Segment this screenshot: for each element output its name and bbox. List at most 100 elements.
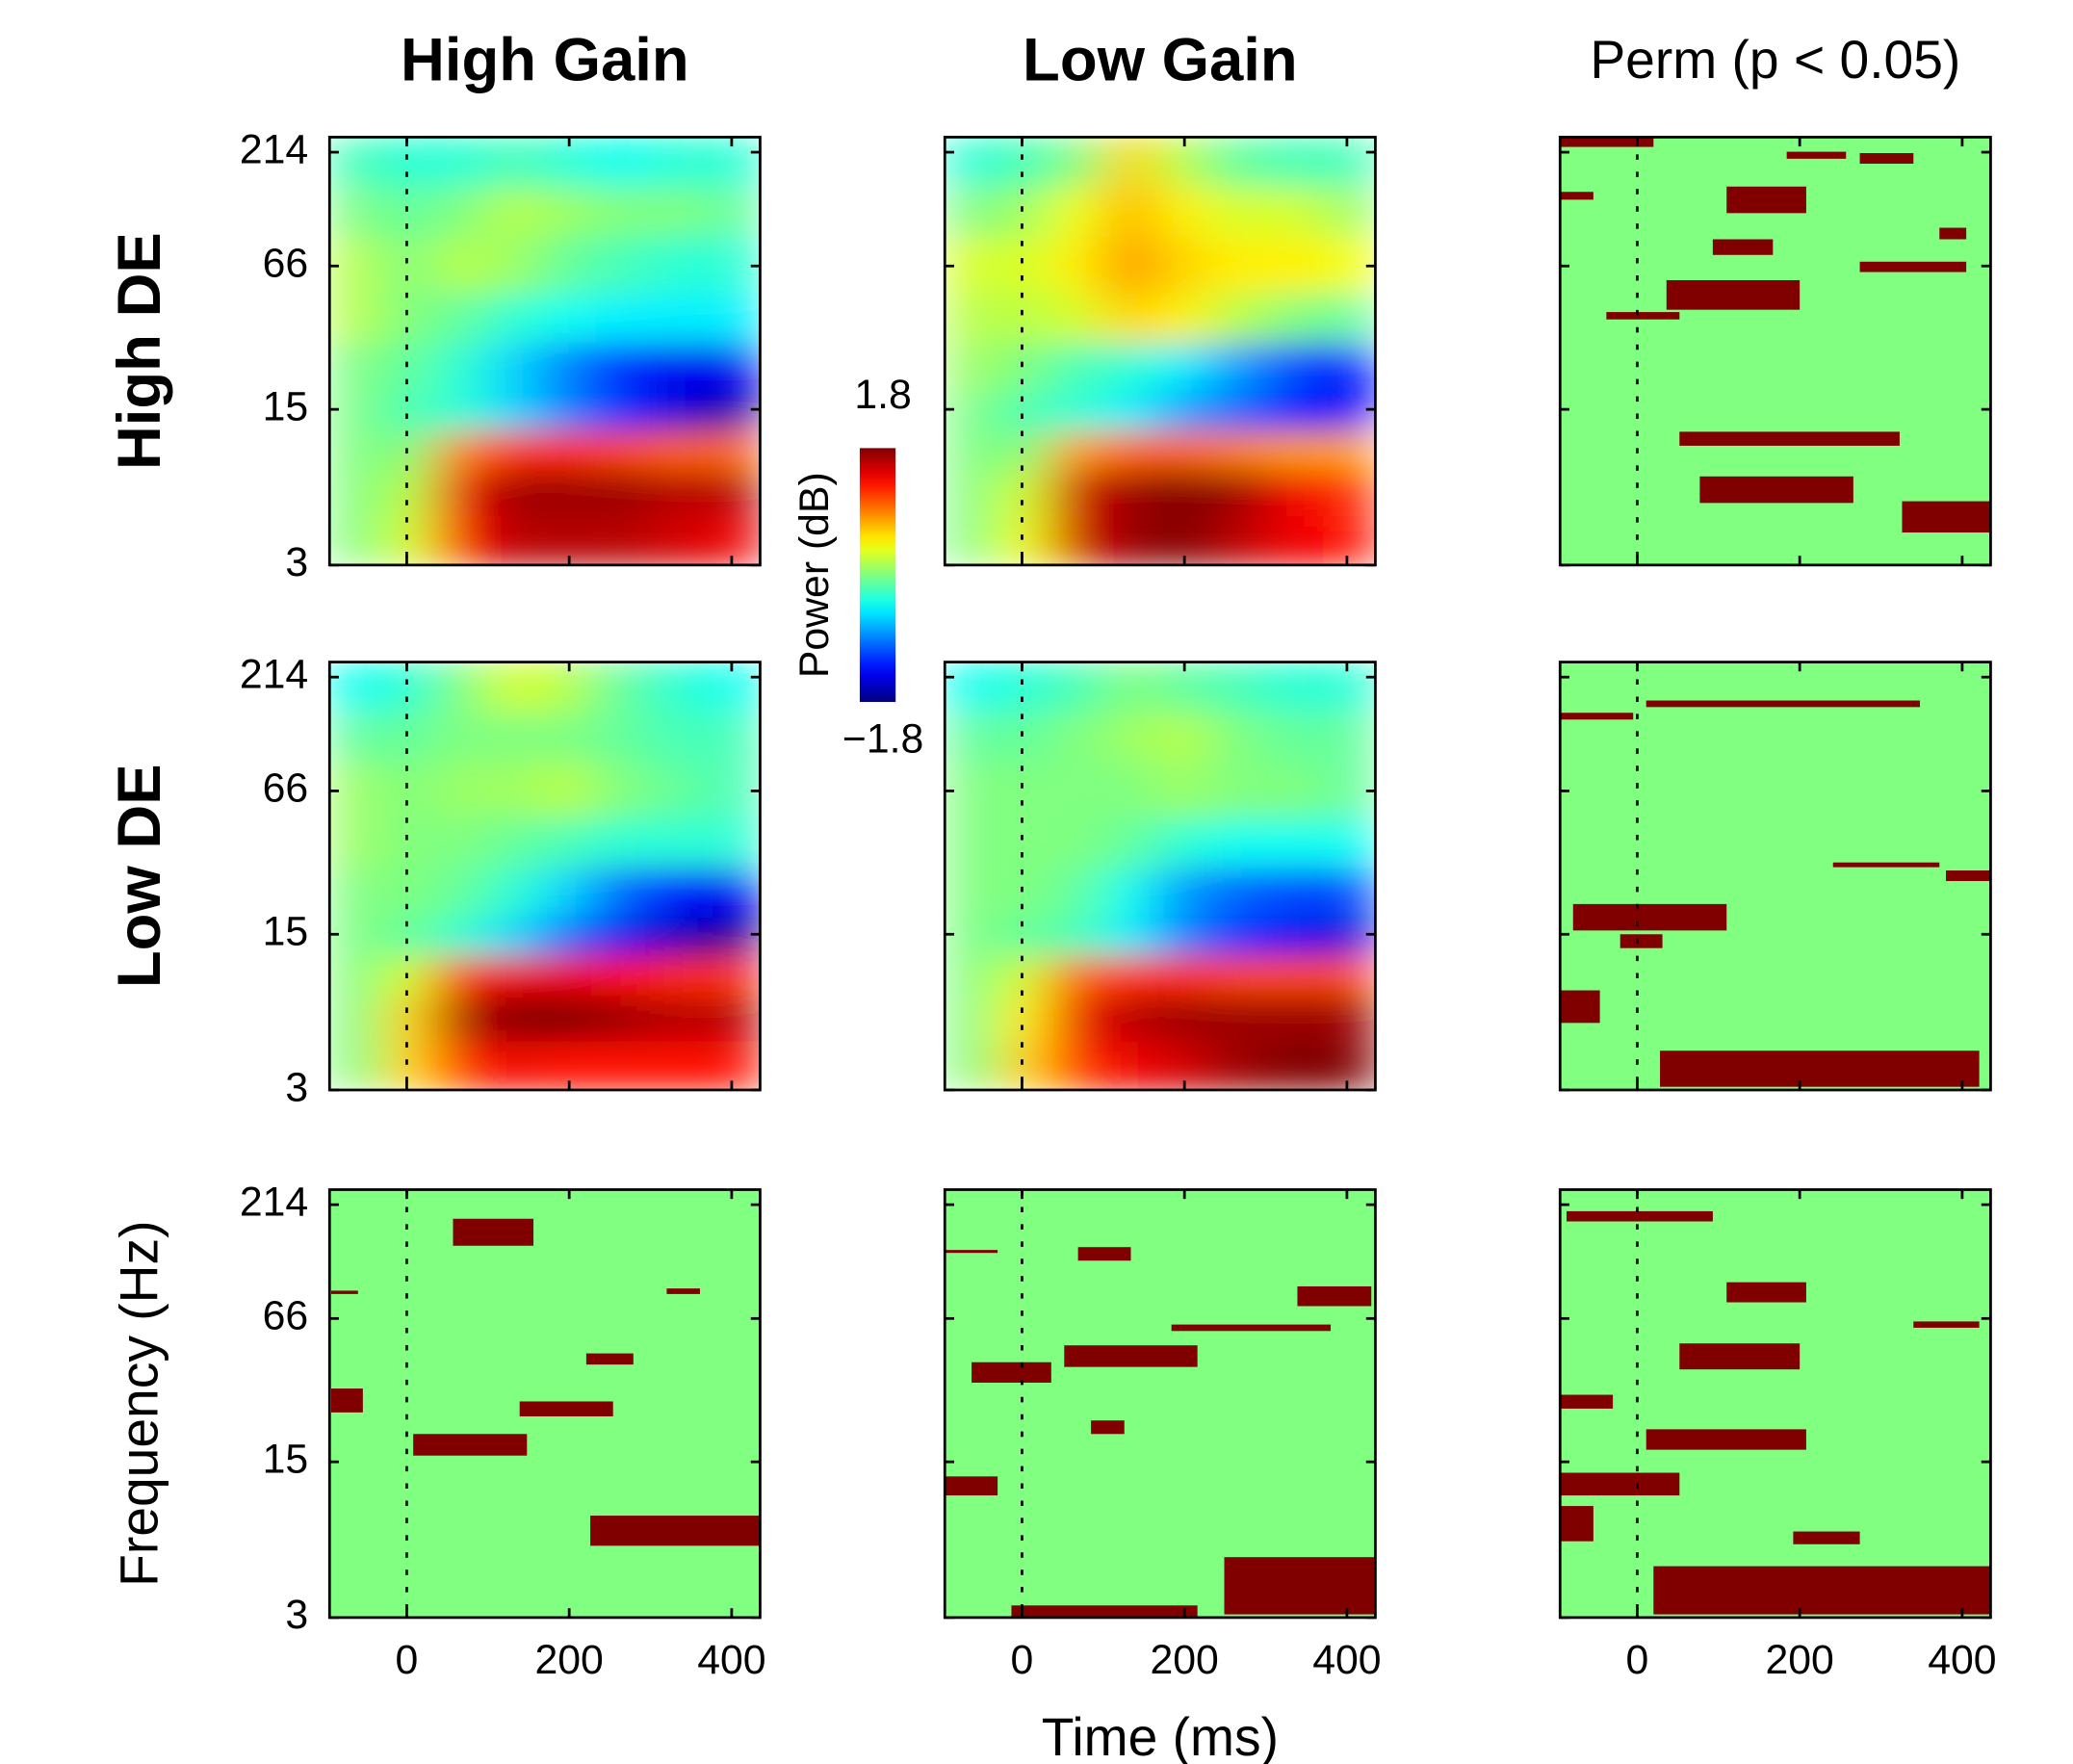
heat-cell xyxy=(539,760,595,818)
heat-cell xyxy=(539,817,595,869)
significant-cluster xyxy=(1091,1420,1125,1435)
heat-cell xyxy=(649,994,709,1042)
heat-cell xyxy=(381,1039,436,1090)
heat-cell xyxy=(381,866,436,918)
heat-cell xyxy=(487,1039,542,1090)
heat-cell xyxy=(945,429,998,471)
heat-cell xyxy=(1154,469,1210,517)
heat-cell xyxy=(434,817,489,869)
heat-cell xyxy=(381,137,436,188)
mask-background xyxy=(1560,662,1991,1090)
heat-cell xyxy=(1321,711,1376,762)
heat-cell xyxy=(1049,955,1104,997)
heat-cell xyxy=(434,760,489,818)
heat-cell xyxy=(381,662,436,713)
heat-cell xyxy=(649,817,709,869)
heat-cell xyxy=(1321,817,1376,869)
heat-cell xyxy=(1321,391,1376,432)
heat-cell xyxy=(1207,235,1267,294)
heat-cell xyxy=(706,866,761,918)
heat-cell xyxy=(1154,760,1210,818)
heat-cell xyxy=(1264,1039,1324,1090)
significant-cluster xyxy=(1859,261,1967,272)
heat-cell xyxy=(1049,292,1104,344)
panel-frame xyxy=(1558,661,1992,1092)
significant-cluster xyxy=(1572,903,1727,931)
heat-cell xyxy=(1207,341,1267,393)
heat-cell xyxy=(1102,341,1157,393)
heat-cell xyxy=(1321,292,1376,344)
panel xyxy=(945,662,1376,1090)
heat-cell xyxy=(1154,341,1210,393)
heat-cell xyxy=(706,391,761,432)
heat-cell xyxy=(329,1039,383,1090)
heat-cell xyxy=(997,994,1051,1042)
panel-frame xyxy=(943,1188,1377,1620)
panel xyxy=(1560,662,1991,1090)
heat-cell xyxy=(539,662,595,713)
y-tick-label: 214 xyxy=(240,1179,308,1225)
heat-cell xyxy=(329,292,383,344)
heat-cell xyxy=(1102,994,1157,1042)
heat-cell xyxy=(329,760,383,818)
x-tick-label: 0 xyxy=(1626,1637,1649,1683)
heat-cell xyxy=(1321,866,1376,918)
heat-cell xyxy=(329,391,383,432)
heat-cell xyxy=(381,292,436,344)
heat-cell xyxy=(1321,235,1376,294)
heat-cell xyxy=(329,514,383,565)
heat-cell xyxy=(1102,469,1157,517)
heat-cell xyxy=(1154,662,1210,713)
heat-cell xyxy=(649,866,709,918)
colorbar-tick-label: −1.8 xyxy=(842,716,923,763)
heat-cell xyxy=(381,760,436,818)
heat-cell xyxy=(649,760,709,818)
heat-cell xyxy=(434,866,489,918)
heat-cell xyxy=(1154,711,1210,762)
heat-cell xyxy=(487,955,542,997)
heat-cell xyxy=(997,1039,1051,1090)
significant-cluster xyxy=(1946,870,1991,882)
heat-cell xyxy=(1264,469,1324,517)
panel-frame xyxy=(327,136,762,567)
heat-cell xyxy=(997,429,1051,471)
heat-cell xyxy=(1154,916,1210,957)
heat-cell xyxy=(1321,662,1376,713)
heat-cell xyxy=(592,186,652,237)
heat-cell xyxy=(706,1039,761,1090)
significant-cluster xyxy=(1567,1210,1713,1222)
heat-cell xyxy=(329,955,383,997)
heat-cell xyxy=(997,711,1051,762)
heat-cell xyxy=(945,469,998,517)
heat-cell xyxy=(1102,1039,1157,1090)
heatmap xyxy=(945,662,1376,1090)
significant-cluster xyxy=(1939,227,1967,240)
significant-cluster xyxy=(1011,1605,1198,1618)
significant-cluster xyxy=(1666,279,1801,310)
heat-cell xyxy=(434,514,489,565)
heat-cell xyxy=(706,760,761,818)
heat-cell xyxy=(539,955,595,997)
significant-cluster xyxy=(1560,713,1634,720)
heat-cell xyxy=(434,429,489,471)
heat-cell xyxy=(1102,235,1157,294)
heat-cell xyxy=(997,955,1051,997)
heat-cell xyxy=(1264,391,1324,432)
significant-cluster xyxy=(1560,1506,1594,1542)
panel-frame xyxy=(1558,1188,1992,1620)
y-tick-label: 66 xyxy=(263,1293,309,1339)
heat-cell xyxy=(1102,429,1157,471)
heat-cell xyxy=(1207,514,1267,565)
significant-cluster xyxy=(330,1290,358,1294)
heat-cell xyxy=(539,916,595,957)
x-tick-label: 0 xyxy=(1011,1637,1034,1683)
heat-cell xyxy=(997,469,1051,517)
heat-cell xyxy=(706,711,761,762)
heat-cell xyxy=(329,916,383,957)
heat-cell xyxy=(539,391,595,432)
heat-cell xyxy=(945,916,998,957)
heat-cell xyxy=(1264,137,1324,188)
heat-cell xyxy=(1102,866,1157,918)
x-tick-label: 400 xyxy=(1312,1637,1381,1683)
heat-cell xyxy=(592,994,652,1042)
